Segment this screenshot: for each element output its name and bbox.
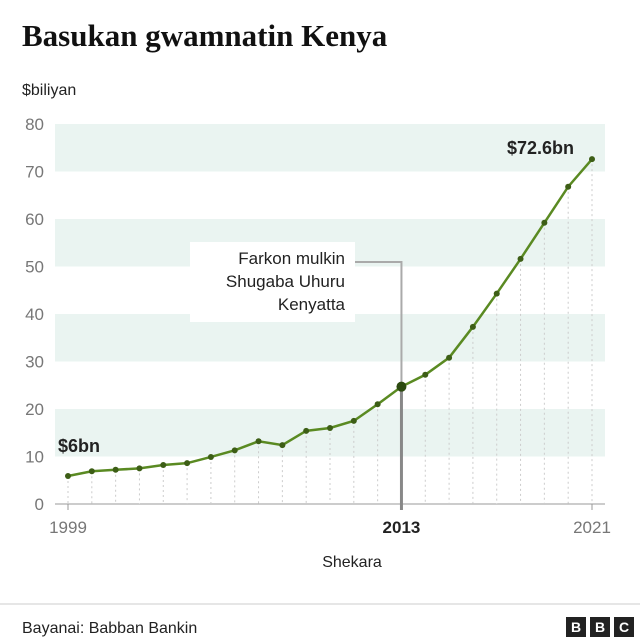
grid-band <box>55 124 605 172</box>
y-tick-label: 70 <box>25 163 44 182</box>
y-tick-label: 60 <box>25 210 44 229</box>
y-tick-label: 0 <box>35 495 44 514</box>
data-point <box>469 323 476 330</box>
data-point <box>350 417 357 424</box>
y-tick-label: 40 <box>25 305 44 324</box>
y-tick-label: 10 <box>25 448 44 467</box>
data-point <box>184 460 191 467</box>
y-tick-label: 50 <box>25 258 44 277</box>
y-tick-label: 20 <box>25 400 44 419</box>
data-point <box>517 255 524 262</box>
data-point <box>396 381 407 392</box>
data-point <box>255 438 262 445</box>
data-point <box>207 453 214 460</box>
logo-box <box>566 617 586 637</box>
data-point <box>112 466 119 473</box>
data-point <box>327 425 333 431</box>
annotation-text: Farkon mulkin <box>238 249 345 268</box>
bbc-logo: B B C <box>566 617 634 637</box>
data-point <box>88 468 95 475</box>
data-point <box>541 219 548 226</box>
data-point <box>65 472 71 479</box>
data-point <box>231 447 238 454</box>
data-point <box>446 354 453 361</box>
annotation-bg <box>190 242 355 322</box>
y-tick-label: 80 <box>25 115 44 134</box>
annotation-connector <box>355 261 403 387</box>
data-point <box>374 401 381 408</box>
annotation-text: Kenyatta <box>278 295 346 314</box>
y-tick-label: 30 <box>25 353 44 372</box>
x-tick-label: 2013 <box>383 518 421 537</box>
data-point <box>160 462 167 469</box>
data-label: $6bn <box>58 436 100 456</box>
x-tick-label: 1999 <box>49 518 87 537</box>
chart-title: Basukan gwamnatin Kenya <box>22 18 388 53</box>
source: Bayanai: Babban Bankin <box>22 620 197 637</box>
x-tick-label: 2021 <box>573 518 611 537</box>
logo-box <box>614 617 634 637</box>
y-axis-label: $biliyan <box>22 82 76 99</box>
logo-letter: B <box>595 619 605 635</box>
data-point <box>279 442 286 449</box>
data-point <box>303 427 310 434</box>
data-point <box>589 156 595 163</box>
data-point <box>565 183 572 190</box>
annotation-text: Shugaba Uhuru <box>226 272 345 291</box>
logo-letter: C <box>619 619 629 635</box>
data-point <box>136 465 143 472</box>
logo-box <box>590 617 610 637</box>
logo-letter: B <box>571 619 581 635</box>
data-point <box>493 290 500 297</box>
data-label: $72.6bn <box>507 138 574 158</box>
data-point <box>422 371 429 378</box>
x-axis-label: Shekara <box>322 554 382 571</box>
